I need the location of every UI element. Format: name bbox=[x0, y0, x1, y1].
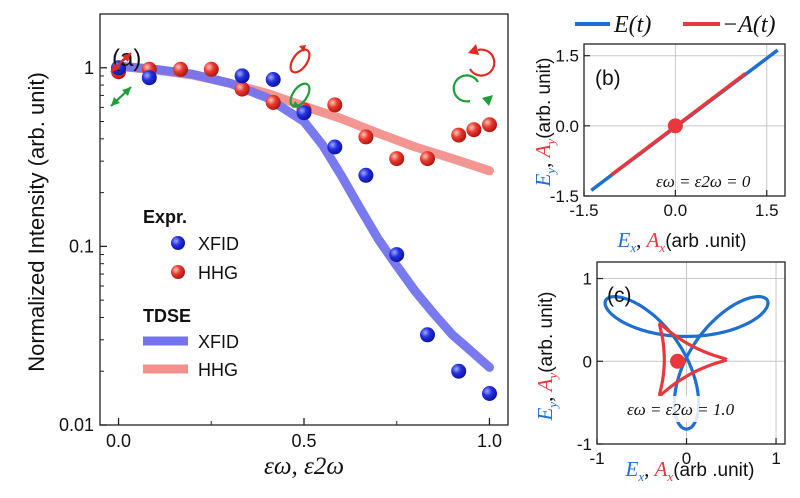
panel-b-xtick-label: 0.0 bbox=[664, 201, 688, 220]
panel-c-label: (c) bbox=[607, 284, 632, 307]
expr-xfid-point bbox=[327, 139, 343, 155]
expr-xfid-point bbox=[141, 70, 157, 86]
panel-b-curves bbox=[590, 48, 779, 192]
expr-hhg-point bbox=[173, 61, 188, 77]
linear-green-arrow-icon bbox=[110, 86, 132, 107]
panel-a: 0.00.51.00.010.11 (a) bbox=[24, 13, 509, 480]
panel-c-ytick-label: -1 bbox=[577, 435, 592, 454]
panel-c-xtick-label: 0 bbox=[682, 449, 691, 468]
expr-hhg-point bbox=[482, 117, 497, 133]
panel-c-curves bbox=[603, 295, 770, 431]
panel-a-data-points bbox=[111, 60, 497, 401]
legend-title-tdse: TDSE bbox=[143, 306, 191, 326]
panel-a-ticks: 0.0 0.5 1.0 0.01 0.1 1 bbox=[59, 58, 502, 451]
expr-hhg-point bbox=[234, 81, 250, 97]
expr-xfid-point bbox=[358, 167, 374, 183]
expr-xfid-point bbox=[482, 386, 497, 401]
legend-xfid-tdse-label: XFID bbox=[198, 332, 239, 352]
panel-c-origin-dot bbox=[670, 353, 686, 369]
panel-b-frame bbox=[583, 43, 786, 197]
panel-a-ytick-label: 1 bbox=[84, 58, 94, 78]
panel-b-ytick-label: 1.5 bbox=[555, 47, 579, 66]
panel-c-ytick-label: 0 bbox=[583, 352, 592, 371]
expr-xfid-point bbox=[389, 247, 405, 263]
panel-b-xtick-label: 1.5 bbox=[755, 201, 779, 220]
panel-c-frame bbox=[596, 261, 786, 445]
panel-c-a-curve bbox=[658, 322, 728, 397]
expr-hhg-point bbox=[466, 122, 482, 138]
legend-xfid-expr-label: XFID bbox=[198, 234, 239, 254]
panel-c-xtick-label: 1 bbox=[771, 449, 780, 468]
elliptical-green-icon bbox=[289, 82, 311, 108]
panel-a-xtick-label: 0.0 bbox=[106, 431, 131, 451]
legend-hhg-expr-label: HHG bbox=[198, 263, 238, 283]
panel-c-ticks: -1 0 1 -1 0 1 bbox=[577, 270, 781, 468]
elliptical-red-icon bbox=[289, 45, 311, 74]
tdse-xfid-curve bbox=[114, 61, 494, 372]
panel-b-xlabel: Ex, Ax(arb .unit) bbox=[616, 228, 746, 255]
circular-green-icon bbox=[452, 74, 493, 106]
legend-hhg-tdse-label: HHG bbox=[198, 360, 238, 380]
panel-b-ytick-label: -1.5 bbox=[550, 187, 579, 206]
polarization-icons bbox=[110, 44, 496, 108]
panel-c-annotation: εω = ε2ω = 1.0 bbox=[627, 400, 735, 419]
panel-b-label: (b) bbox=[595, 67, 621, 90]
panel-a-legend: Expr. XFID HHG TDSE XFID HHG bbox=[143, 207, 239, 380]
panel-a-ylabel: Normalized Intensity (arb. unit) bbox=[24, 72, 49, 372]
expr-hhg-point bbox=[265, 94, 281, 110]
expr-xfid-point bbox=[451, 363, 467, 379]
panel-c-ytick-label: 1 bbox=[583, 270, 592, 289]
expr-xfid-point bbox=[296, 105, 312, 121]
panel-c-e-curve bbox=[603, 295, 770, 431]
expr-xfid-point bbox=[265, 72, 281, 87]
circular-red-icon bbox=[468, 44, 496, 77]
panel-b-origin-dot bbox=[667, 118, 683, 134]
panel-c-ylabel: Ey, Ay(arb. unit) bbox=[533, 291, 560, 421]
legend-title-expr: Expr. bbox=[143, 207, 187, 227]
panel-b-annotation: εω = ε2ω = 0 bbox=[656, 172, 751, 191]
expr-hhg-point bbox=[420, 151, 435, 167]
expr-hhg-point bbox=[389, 151, 405, 167]
panel-b-ticks: -1.5 0.0 1.5 -1.5 0.0 1.5 bbox=[550, 47, 779, 220]
expr-hhg-point bbox=[358, 129, 374, 145]
panel-a-ytick-label: 0.1 bbox=[69, 236, 94, 256]
panel-b: -1.5 0.0 1.5 -1.5 0.0 1.5 (b) εω = ε2ω = 0 Ex… bbox=[531, 43, 786, 255]
panel-c-xlabel: Ex, Ax(arb .unit) bbox=[624, 457, 754, 484]
expr-xfid-point bbox=[420, 327, 435, 343]
panel-a-ytick-label: 0.01 bbox=[59, 415, 94, 435]
panel-c-xtick-label: -1 bbox=[589, 449, 604, 468]
panel-c-annotation-box bbox=[624, 396, 774, 422]
panel-a-xtick-label: 1.0 bbox=[477, 431, 502, 451]
panel-b-xtick-label: -1.5 bbox=[569, 201, 598, 220]
expr-hhg-point bbox=[203, 61, 219, 77]
expr-xfid-point bbox=[234, 68, 250, 84]
top-legend: E(t) −A(t) bbox=[575, 12, 776, 38]
legend-e-label: E(t) bbox=[613, 12, 651, 38]
panel-a-xtick-label: 0.5 bbox=[291, 431, 316, 451]
legend-a-label: −A(t) bbox=[722, 12, 776, 38]
legend-xfid-expr-marker bbox=[171, 236, 185, 250]
linear-red-arrow-icon bbox=[110, 52, 132, 73]
expr-hhg-point bbox=[451, 127, 467, 143]
panel-a-xlabel: εω, ε2ω bbox=[264, 453, 344, 480]
panel-c: -1 0 1 -1 0 1 (c) εω = ε2ω = 1.0 Ex, Ax(arb .… bbox=[533, 261, 786, 484]
expr-hhg-point bbox=[327, 97, 343, 113]
legend-hhg-expr-marker bbox=[171, 265, 185, 279]
panel-b-ylabel: Ey, Ay(arb. unit) bbox=[531, 57, 558, 187]
panel-b-ytick-label: 0.0 bbox=[555, 117, 579, 136]
